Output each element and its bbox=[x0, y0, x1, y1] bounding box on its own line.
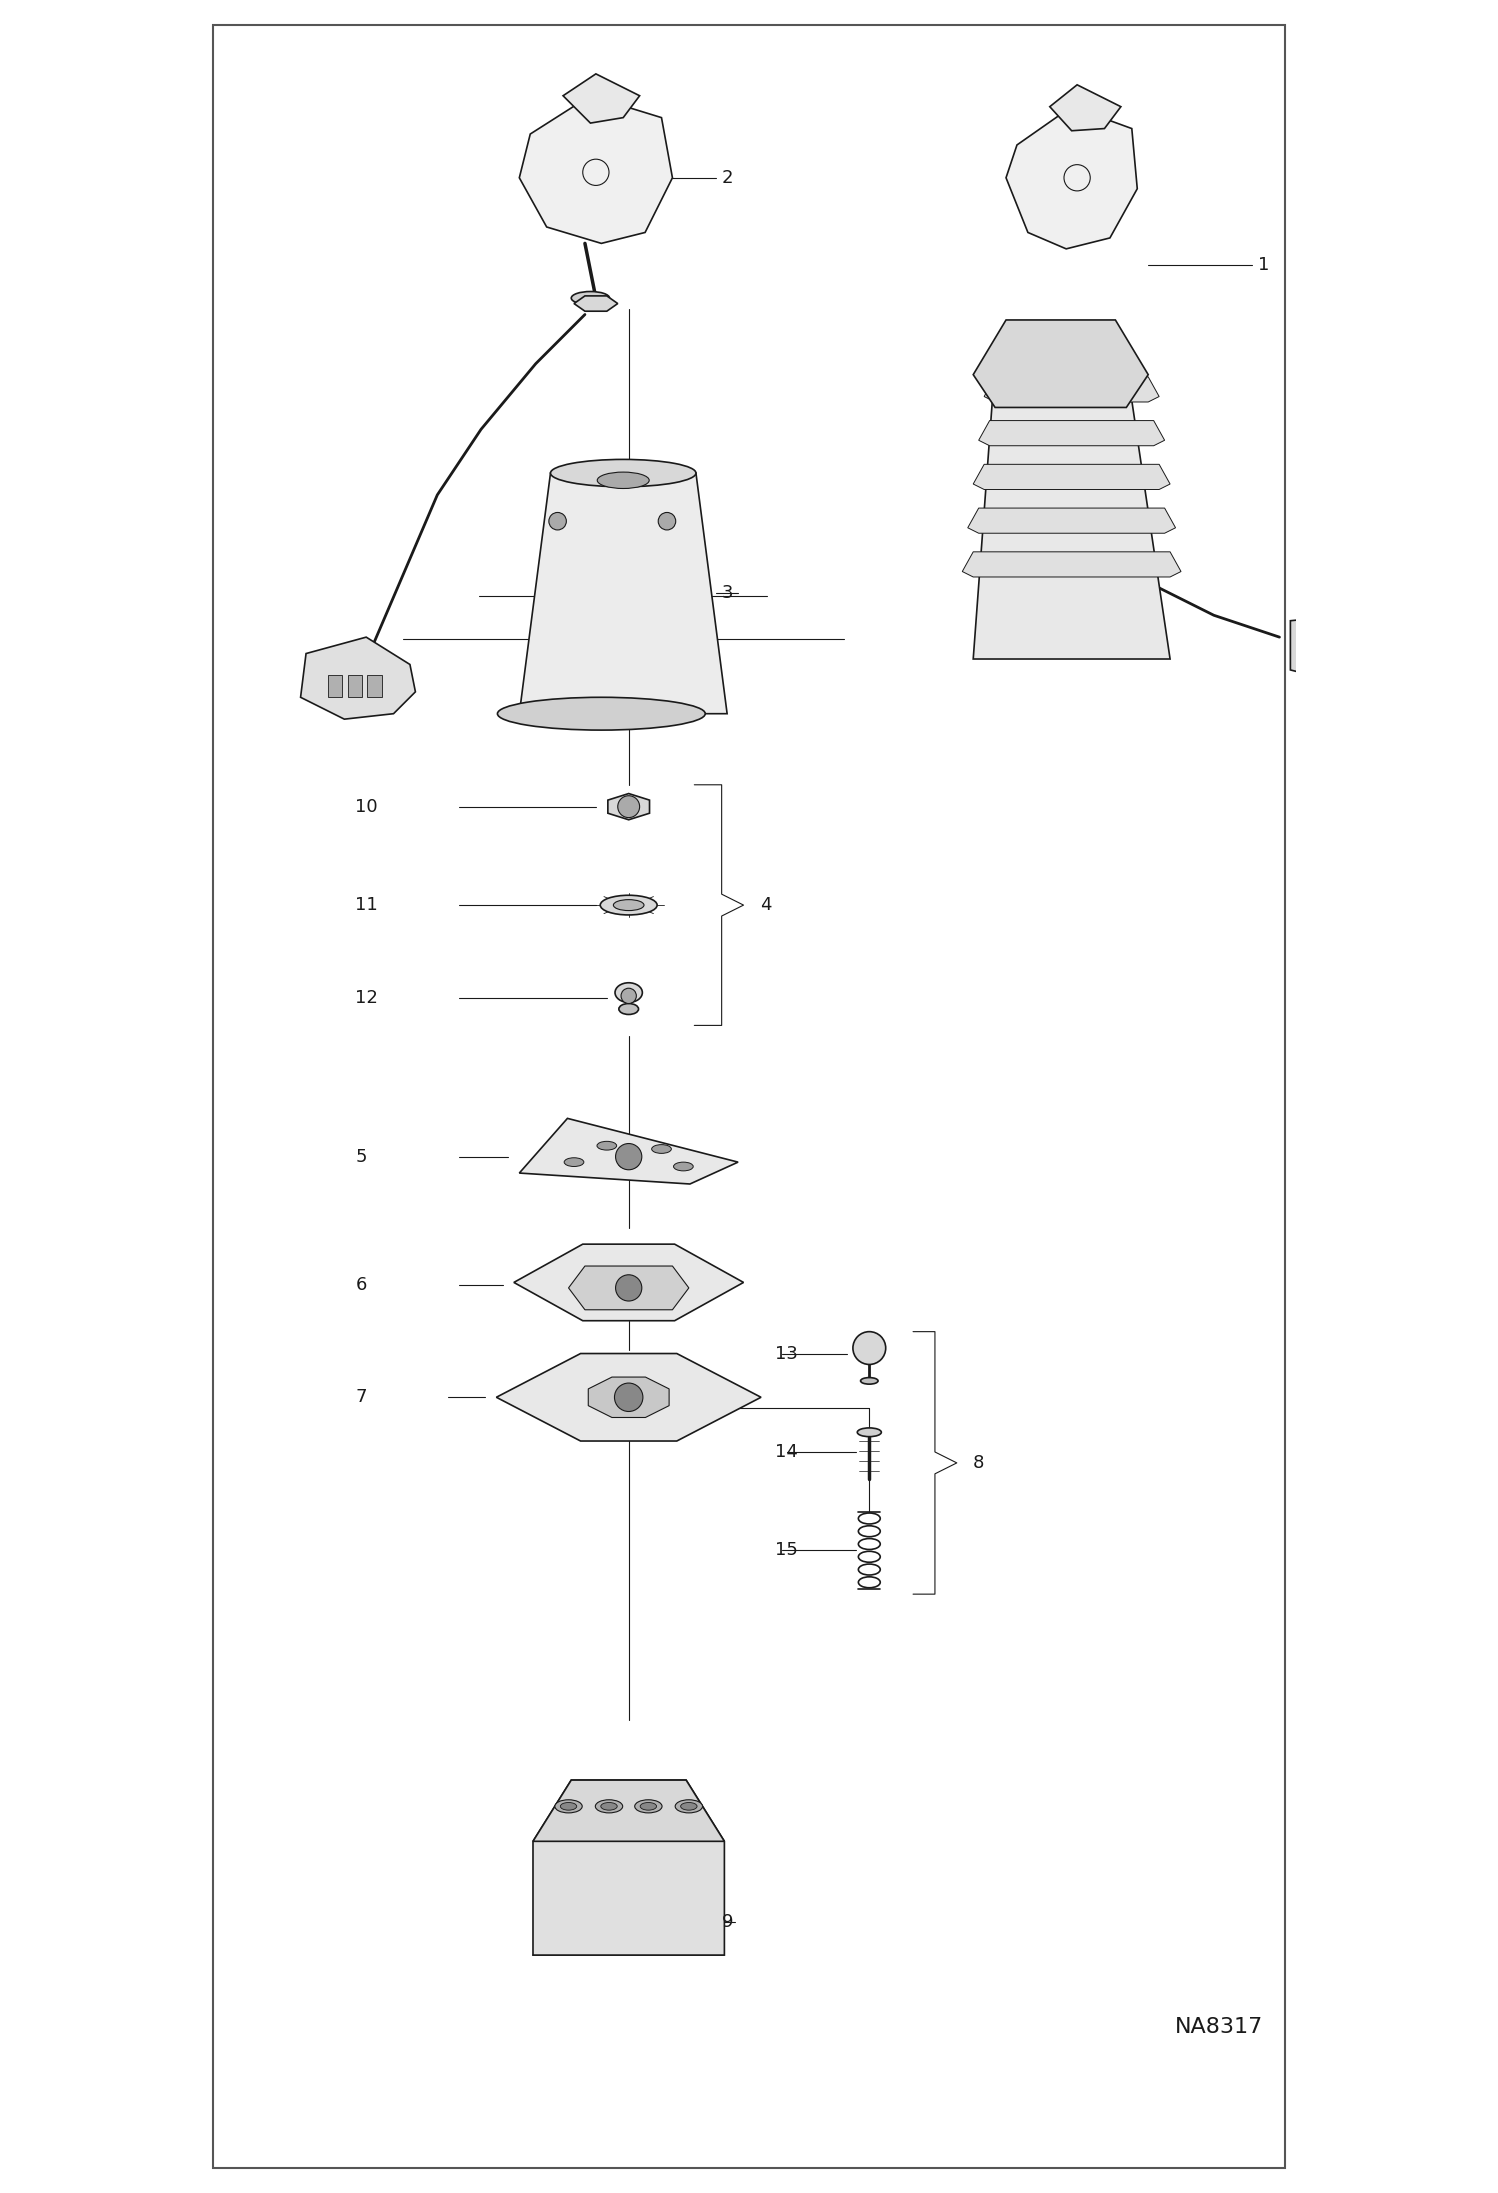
Text: NA8317: NA8317 bbox=[1174, 2018, 1263, 2037]
Polygon shape bbox=[1050, 86, 1121, 132]
Polygon shape bbox=[533, 1781, 725, 1842]
Text: 2: 2 bbox=[722, 169, 733, 186]
Ellipse shape bbox=[598, 471, 649, 489]
Ellipse shape bbox=[565, 1158, 584, 1167]
Text: 9: 9 bbox=[722, 1912, 733, 1932]
Polygon shape bbox=[974, 465, 1170, 489]
Ellipse shape bbox=[680, 1803, 697, 1809]
Ellipse shape bbox=[616, 982, 643, 1002]
Polygon shape bbox=[974, 320, 1147, 408]
Ellipse shape bbox=[640, 1803, 656, 1809]
Text: 8: 8 bbox=[974, 1454, 984, 1472]
Bar bbox=[348, 675, 363, 697]
Polygon shape bbox=[496, 1353, 761, 1441]
Ellipse shape bbox=[560, 1803, 577, 1809]
Ellipse shape bbox=[550, 458, 697, 487]
Text: 15: 15 bbox=[776, 1542, 798, 1559]
Circle shape bbox=[548, 513, 566, 531]
Polygon shape bbox=[301, 638, 415, 719]
Bar bbox=[213, 24, 1285, 2169]
Polygon shape bbox=[974, 364, 1170, 660]
Polygon shape bbox=[533, 1781, 725, 1956]
Ellipse shape bbox=[676, 1800, 703, 1814]
Ellipse shape bbox=[497, 697, 706, 730]
Polygon shape bbox=[968, 509, 1176, 533]
Polygon shape bbox=[520, 96, 673, 243]
Ellipse shape bbox=[652, 1145, 671, 1154]
Ellipse shape bbox=[598, 1140, 617, 1149]
Ellipse shape bbox=[619, 1004, 638, 1015]
Ellipse shape bbox=[613, 899, 644, 910]
Polygon shape bbox=[962, 553, 1180, 577]
Ellipse shape bbox=[595, 1800, 623, 1814]
Circle shape bbox=[614, 1384, 643, 1412]
Circle shape bbox=[616, 1274, 641, 1300]
Polygon shape bbox=[563, 75, 640, 123]
Circle shape bbox=[622, 989, 637, 1004]
Text: 13: 13 bbox=[776, 1344, 798, 1362]
Circle shape bbox=[617, 796, 640, 818]
Bar bbox=[328, 675, 342, 697]
Text: 11: 11 bbox=[355, 897, 377, 914]
Text: 7: 7 bbox=[355, 1388, 367, 1406]
Ellipse shape bbox=[601, 1803, 617, 1809]
Ellipse shape bbox=[635, 1800, 662, 1814]
Bar bbox=[1344, 640, 1357, 660]
Text: 6: 6 bbox=[355, 1276, 367, 1294]
Ellipse shape bbox=[860, 1377, 878, 1384]
Text: 4: 4 bbox=[759, 897, 771, 914]
Text: 14: 14 bbox=[776, 1443, 798, 1461]
Circle shape bbox=[616, 1143, 641, 1169]
Bar bbox=[1326, 640, 1339, 660]
Polygon shape bbox=[520, 474, 727, 713]
Text: 3: 3 bbox=[722, 583, 733, 603]
Polygon shape bbox=[984, 377, 1159, 401]
Text: 12: 12 bbox=[355, 989, 377, 1007]
Polygon shape bbox=[514, 1243, 743, 1320]
Ellipse shape bbox=[601, 895, 658, 914]
Bar bbox=[1306, 640, 1320, 660]
Text: 10: 10 bbox=[355, 798, 377, 816]
Polygon shape bbox=[608, 794, 650, 820]
Ellipse shape bbox=[674, 1162, 694, 1171]
Ellipse shape bbox=[571, 292, 610, 305]
Polygon shape bbox=[569, 1265, 689, 1309]
Polygon shape bbox=[589, 1377, 670, 1417]
Polygon shape bbox=[1007, 107, 1137, 248]
Ellipse shape bbox=[619, 1160, 638, 1169]
Polygon shape bbox=[574, 296, 617, 311]
Text: 5: 5 bbox=[355, 1147, 367, 1167]
Polygon shape bbox=[520, 1118, 739, 1184]
Circle shape bbox=[852, 1331, 885, 1364]
Ellipse shape bbox=[554, 1800, 583, 1814]
Bar bbox=[367, 675, 382, 697]
Text: 1: 1 bbox=[1258, 257, 1269, 274]
Polygon shape bbox=[1290, 616, 1372, 680]
Circle shape bbox=[658, 513, 676, 531]
Polygon shape bbox=[978, 421, 1164, 445]
Ellipse shape bbox=[857, 1428, 881, 1436]
